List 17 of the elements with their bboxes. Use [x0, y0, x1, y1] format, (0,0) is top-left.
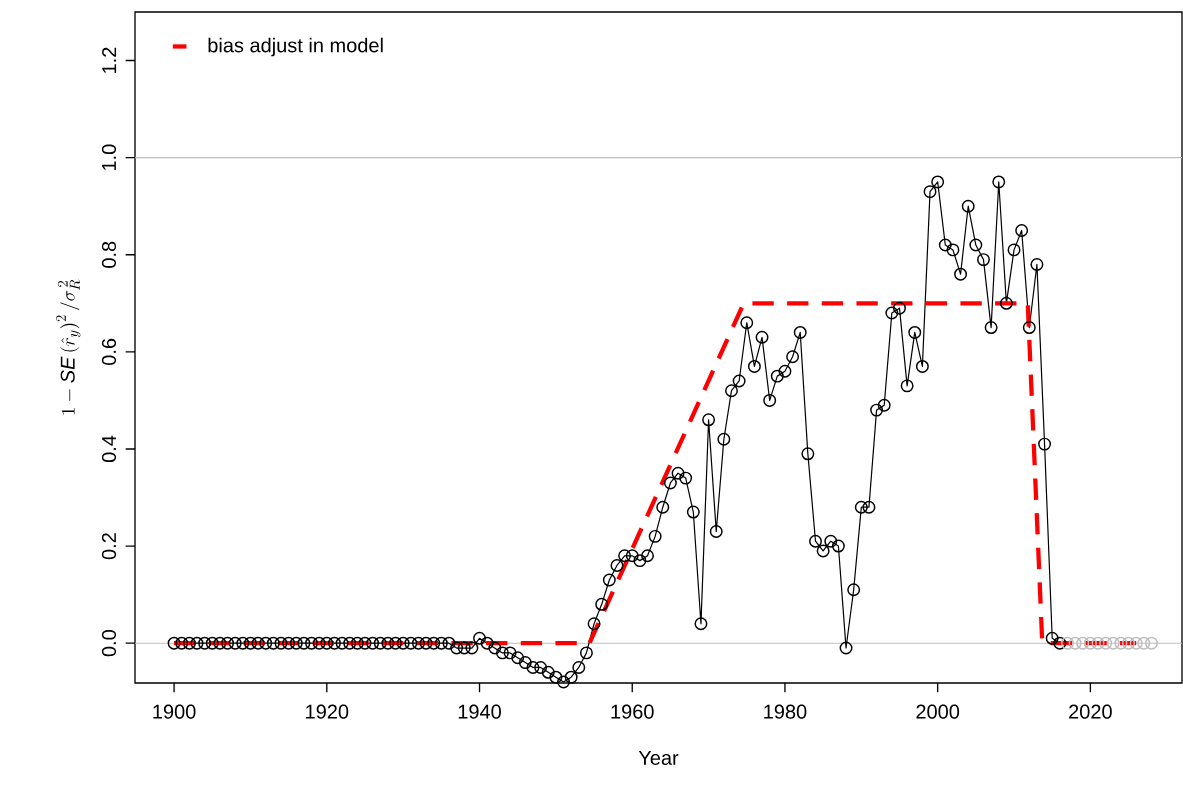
y-tick-label: 0.6	[101, 338, 117, 365]
x-tick-label: 1920	[306, 704, 349, 719]
x-tick-label: 1940	[458, 704, 501, 719]
x-tick-label: 2000	[916, 704, 960, 719]
x-axis-title: Year	[638, 751, 679, 765]
y-tick-label: 1.2	[102, 47, 117, 73]
x-tick-label: 1960	[611, 704, 654, 719]
y-tick-label: 0.4	[101, 435, 117, 463]
y-tick-label: 0.0	[101, 630, 117, 657]
y-tick-label: 1.0	[101, 144, 117, 171]
legend-label: bias adjust in model	[208, 37, 383, 57]
x-tick-label: 1900	[153, 704, 196, 719]
x-tick-label: 2020	[1069, 704, 1112, 719]
x-tick-label: 1980	[764, 704, 807, 719]
y-axis-title: $1-\mathit{SE}\left(\hat{r}_y\right)^2/\sigma_R^{\,2}$	[56, 279, 81, 415]
y-tick-label: 0.2	[101, 533, 117, 560]
y-tick-label: 0.8	[101, 241, 117, 268]
